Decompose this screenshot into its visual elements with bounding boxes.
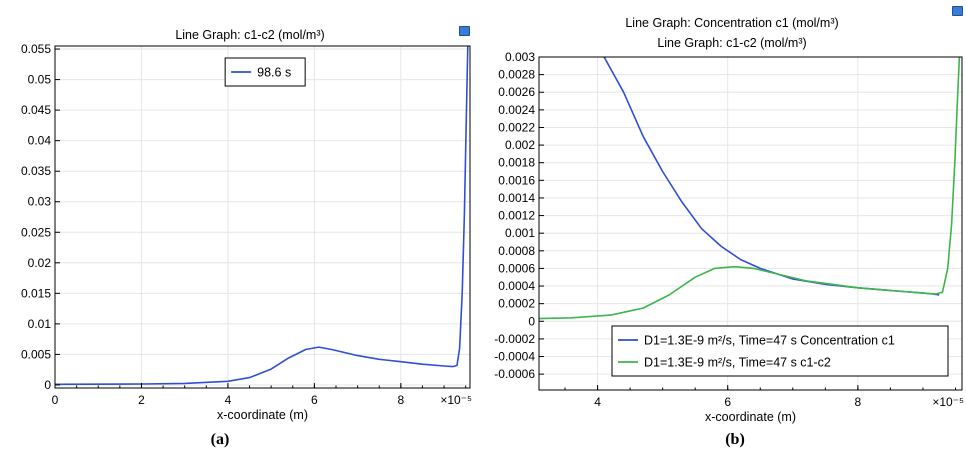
y-tick-label: 0.0006 (498, 261, 535, 275)
y-tick-label: 0.045 (21, 103, 51, 117)
y-tick-label: 0.0012 (498, 209, 535, 223)
x-tick-label: 4 (594, 395, 601, 409)
chart-a-caption: (a) (210, 431, 230, 448)
y-tick-label: 0.01 (28, 317, 52, 331)
x-axis-label: x-coordinate (m) (705, 410, 796, 424)
y-tick-label: 0.05 (28, 73, 52, 87)
grid (54, 46, 470, 388)
y-tick-label: 0 (528, 314, 535, 328)
y-tick-label: 0.0008 (498, 244, 535, 258)
y-tick-label: 0.0016 (498, 173, 535, 187)
legend: 98.6 s (224, 57, 306, 87)
y-tick-label: 0.0024 (498, 103, 535, 117)
x-tick-label: 6 (311, 393, 318, 407)
x-tick-label: 8 (855, 395, 862, 409)
x-multiplier-label: ×10⁻⁵ (440, 393, 472, 407)
x-tick-label: 6 (724, 395, 731, 409)
y-tick-label: 0.0028 (498, 68, 535, 82)
x-tick-label: 2 (138, 393, 145, 407)
chart-panel-a: Line Graph: c1-c2 (mol/m³) 0 2 4 6 8 0 0.005 0.… (0, 0, 480, 453)
y-tick-label: 0.0004 (498, 279, 535, 293)
legend: D1=1.3E-9 m²/s, Time=47 s Concentration … (611, 325, 949, 377)
y-tick-label: 0.0014 (498, 191, 535, 205)
x-axis-label: x-coordinate (m) (217, 408, 308, 422)
y-tick-label: 0.035 (21, 164, 51, 178)
y-tick-label: 0.0022 (498, 120, 535, 134)
y-tick-label: -0.0006 (494, 367, 535, 381)
plot-frame (538, 56, 963, 391)
chart-a-title: Line Graph: c1-c2 (mol/m³) (175, 28, 325, 42)
y-tick-label: 0.005 (21, 347, 51, 361)
y-tick-label: 0.03 (28, 195, 52, 209)
y-tick-label: -0.0002 (494, 332, 535, 346)
y-tick-label: 0.0002 (498, 297, 535, 311)
y-tick-label: -0.0004 (494, 350, 535, 364)
chart-b-title-line-2: Line Graph: c1-c2 (mol/m³) (657, 36, 807, 50)
x-multiplier-label: ×10⁻⁵ (932, 395, 964, 409)
chart-panel-b: Line Graph: Concentration c1 (mol/m³) Li… (482, 0, 966, 453)
plot-settings-icon[interactable] (952, 6, 963, 16)
x-tick-label: 4 (225, 393, 232, 407)
y-tick-label: 0.04 (28, 134, 52, 148)
chart-b-svg: 4 6 8 -0.0006 -0.0004 -0.0002 0 0.0002 0.0004 0.0… (494, 50, 964, 424)
legend-entry-label: D1=1.3E-9 m²/s, Time=47 s Concentration … (644, 334, 895, 348)
y-tick-label: 0.001 (505, 226, 535, 240)
y-tick-label: 0.003 (505, 50, 535, 64)
y-tick-label: 0.02 (28, 256, 52, 270)
y-tick-label: 0.015 (21, 286, 51, 300)
plot-frame (54, 45, 471, 389)
chart-b-title-line-1: Line Graph: Concentration c1 (mol/m³) (625, 16, 839, 30)
chart-b-caption: (b) (725, 431, 745, 448)
series-line-2 (539, 57, 961, 320)
y-tick-label: 0.002 (505, 138, 535, 152)
y-tick-label: 0.0018 (498, 156, 535, 170)
x-tick-label: 8 (397, 393, 404, 407)
x-tick-label: 0 (52, 393, 59, 407)
series-line-1 (55, 46, 469, 386)
y-tick-label: 0 (44, 378, 51, 392)
y-tick-label: 0.025 (21, 225, 51, 239)
legend-entry-label: 98.6 s (257, 66, 291, 80)
plot-settings-icon[interactable] (459, 26, 470, 36)
y-tick-label: 0.0026 (498, 85, 535, 99)
y-tick-label: 0.055 (21, 42, 51, 56)
legend-entry-label: D1=1.3E-9 m²/s, Time=47 s c1-c2 (644, 356, 831, 370)
chart-a-svg: 0 2 4 6 8 0 0.005 0.01 0.015 0.02 0.025 0.03 0.035 0.… (21, 42, 472, 422)
